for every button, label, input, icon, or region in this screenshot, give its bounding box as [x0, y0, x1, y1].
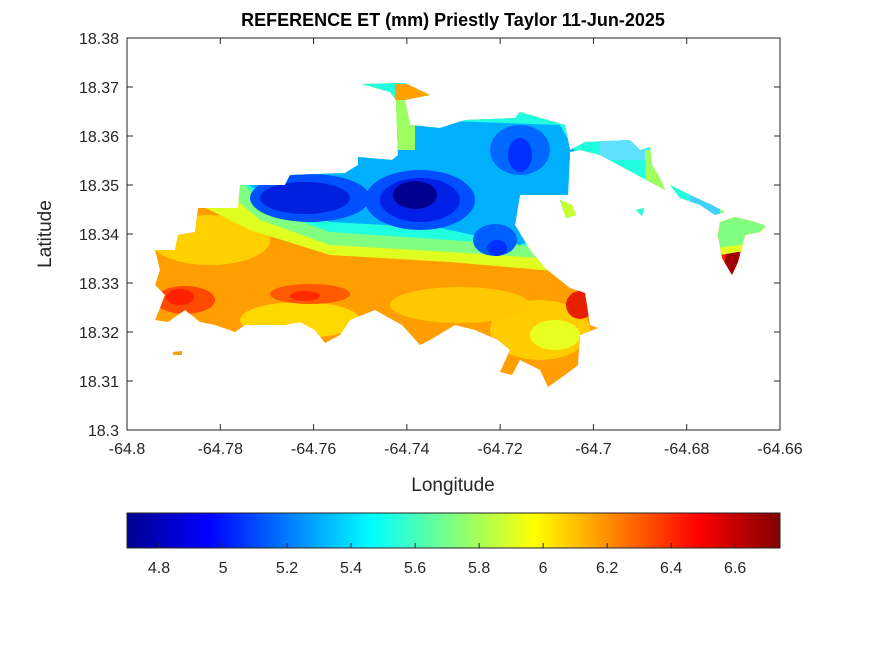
low-west-core	[260, 182, 350, 214]
y-tick-label: 18.3	[88, 423, 119, 440]
high-s-core	[290, 291, 320, 301]
y-tick-label: 18.31	[79, 374, 119, 391]
strip-cyan	[600, 140, 645, 160]
colorbar	[126, 512, 781, 549]
y-axis-label: Latitude	[35, 200, 56, 268]
x-tick-label: -64.68	[664, 441, 709, 458]
x-tick-label: -64.76	[291, 441, 336, 458]
band-lime-se	[530, 320, 580, 350]
x-tick-label: -64.8	[109, 441, 146, 458]
colorbar-tick-label: 5.6	[404, 560, 426, 577]
low-se-core	[487, 240, 507, 256]
colorbar-tick-label: 5.2	[276, 560, 298, 577]
x-axis-label: Longitude	[411, 475, 494, 496]
x-tick-label: -64.78	[198, 441, 243, 458]
y-tick-label: 18.38	[79, 31, 119, 48]
colorbar-tick-label: 4.8	[148, 560, 170, 577]
colorbar-tick-label: 5	[219, 560, 228, 577]
y-tick-label: 18.34	[79, 227, 119, 244]
y-tick-label: 18.37	[79, 80, 119, 97]
y-tick-label: 18.36	[79, 129, 119, 146]
colorbar-tick-label: 5.8	[468, 560, 490, 577]
x-tick-label: -64.7	[575, 441, 612, 458]
colorbar-tick-label: 6.2	[596, 560, 618, 577]
y-tick-label: 18.32	[79, 325, 119, 342]
x-tick-label: -64.66	[757, 441, 802, 458]
band-yellow-s	[390, 287, 530, 323]
low-center-core	[393, 181, 437, 209]
chart-title: REFERENCE ET (mm) Priestly Taylor 11-Jun…	[241, 10, 665, 30]
high-sw-core	[166, 289, 194, 305]
x-axis: -64.8 -64.78 -64.76 -64.74 -64.72 -64.7 -64.68…	[109, 38, 803, 458]
x-tick-label: -64.74	[384, 441, 429, 458]
y-axis: 18.3 18.31 18.32 18.33 18.34 18.35 18.36 18.37 1…	[79, 31, 780, 440]
y-tick-label: 18.35	[79, 178, 119, 195]
colorbar-tick-label: 6.4	[660, 560, 682, 577]
x-tick-label: -64.72	[477, 441, 522, 458]
y-tick-label: 18.33	[79, 276, 119, 293]
colorbar-tick-label: 6	[539, 560, 548, 577]
colorbar-ticks: 4.8 5 5.2 5.4 5.6 5.8 6 6.2 6.4 6.6	[148, 543, 746, 577]
low-ne-core	[508, 138, 532, 172]
colorbar-tick-label: 6.6	[724, 560, 746, 577]
colorbar-tick-label: 5.4	[340, 560, 362, 577]
